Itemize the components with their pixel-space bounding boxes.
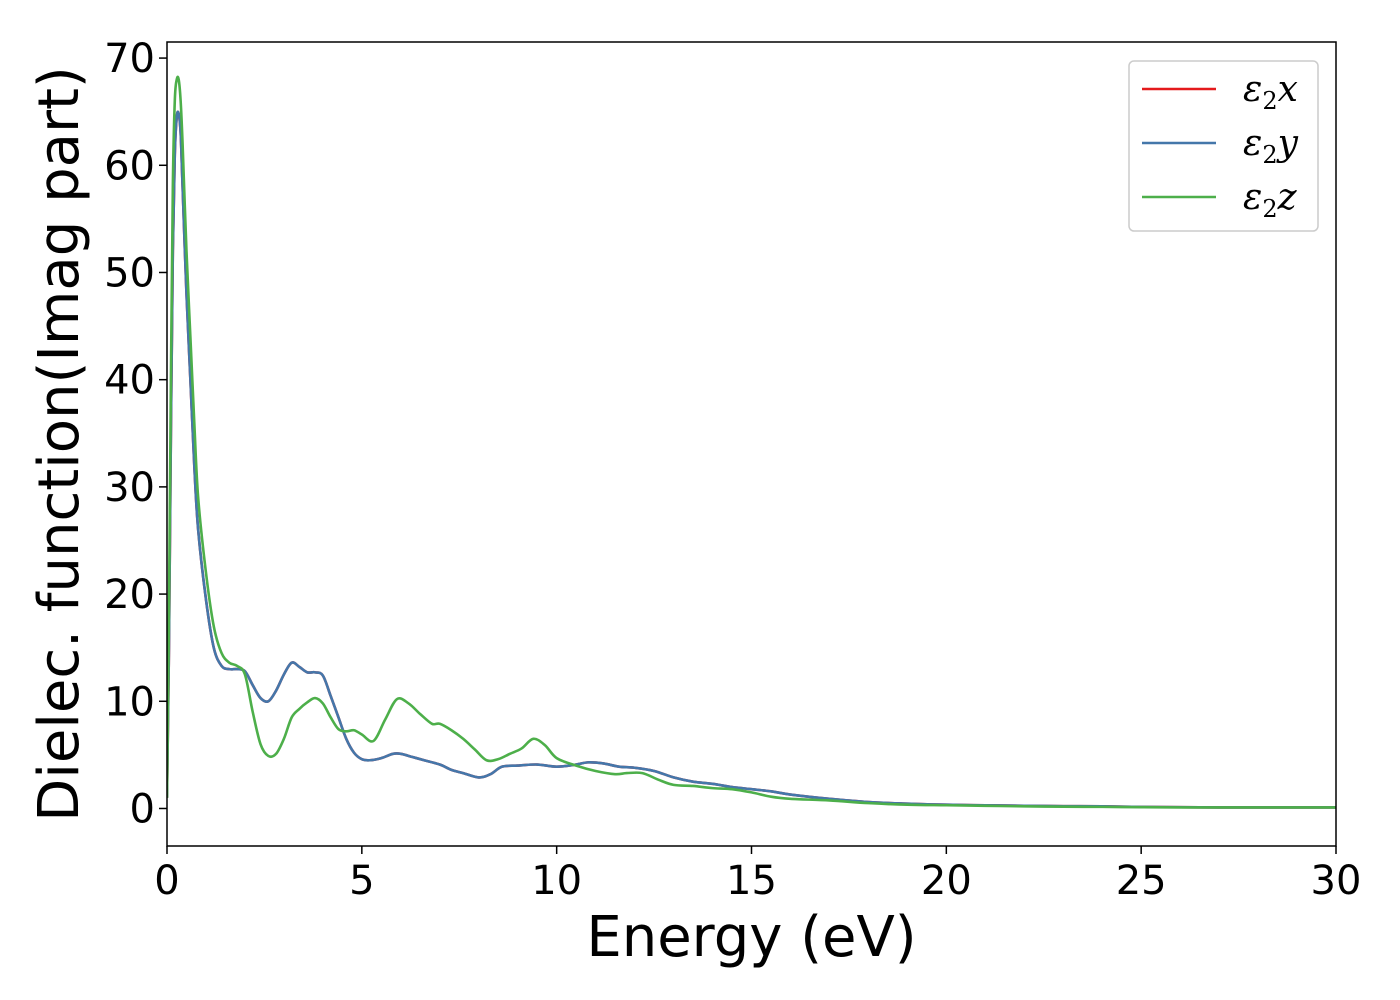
x-axis-label: Energy (eV) (586, 905, 916, 970)
legend-label: ε2z (1243, 177, 1298, 223)
x-tick-label: 20 (921, 858, 972, 904)
legend-label-base: ε (1243, 123, 1262, 164)
y-tick-label: 10 (104, 679, 155, 725)
x-axis: 0 5 10 15 20 25 30 (154, 846, 1361, 904)
legend-label: ε2x (1243, 69, 1298, 115)
legend-label-variable: z (1277, 177, 1298, 218)
y-tick-label: 0 (130, 786, 155, 832)
y-axis-label: Dielec. function(Imag part) (27, 66, 92, 822)
legend-label-base: ε (1243, 177, 1262, 218)
legend-label-subscript: 2 (1262, 141, 1277, 169)
x-tick-label: 15 (726, 858, 777, 904)
legend-label-base: ε (1243, 69, 1262, 110)
legend-label: ε2y (1243, 123, 1299, 169)
legend-label-variable: x (1278, 69, 1298, 110)
series-line-z (167, 75, 1336, 809)
y-tick-label: 40 (104, 358, 155, 404)
x-tick-label: 5 (349, 858, 374, 904)
x-tick-label: 0 (154, 858, 179, 904)
y-tick-label: 20 (104, 572, 155, 618)
series-line-y (167, 110, 1336, 809)
legend-label-subscript: 2 (1262, 195, 1277, 223)
x-tick-label: 30 (1311, 858, 1362, 904)
y-tick-label: 30 (104, 465, 155, 511)
x-tick-label: 10 (531, 858, 582, 904)
y-tick-label: 60 (104, 143, 155, 189)
y-tick-label: 70 (104, 36, 155, 82)
series-layer (167, 75, 1336, 809)
x-tick-label: 25 (1116, 858, 1167, 904)
legend-item-y: ε2y (1142, 123, 1299, 169)
legend-label-subscript: 2 (1262, 87, 1277, 115)
legend-item-z: ε2z (1142, 177, 1298, 223)
y-tick-label: 50 (104, 250, 155, 296)
legend-label-variable: y (1276, 123, 1299, 164)
y-axis: 0 10 20 30 40 50 60 70 (104, 36, 167, 832)
legend-box (1128, 60, 1319, 232)
legend-item-x: ε2x (1142, 69, 1298, 115)
